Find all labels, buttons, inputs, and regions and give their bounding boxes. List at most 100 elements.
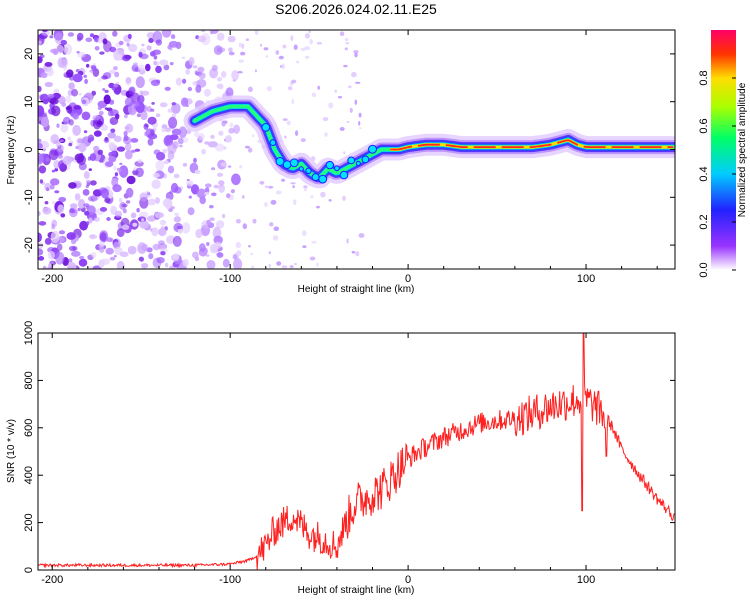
noise-speckle (91, 65, 97, 72)
noise-speckle (54, 190, 60, 194)
noise-speckle (205, 183, 212, 188)
noise-speckle (66, 232, 76, 240)
noise-speckle (167, 165, 175, 174)
noise-speckle (320, 191, 326, 198)
noise-speckle (106, 217, 111, 221)
noise-speckle (199, 243, 206, 252)
noise-speckle (93, 35, 99, 43)
snr-ytick-label: 600 (23, 419, 35, 437)
ridge-spot (339, 170, 349, 180)
noise-speckle (289, 265, 294, 269)
colorbar-tick-label: 0.2 (698, 214, 710, 229)
noise-speckle (58, 196, 67, 203)
noise-speckle (112, 30, 118, 37)
noise-speckle (130, 212, 137, 219)
noise-speckle (76, 37, 82, 42)
noise-speckle (185, 68, 190, 75)
ridge-spot (305, 167, 312, 175)
noise-speckle (49, 184, 55, 190)
noise-speckle (136, 208, 140, 213)
noise-speckle (42, 265, 47, 269)
noise-speckle (232, 253, 238, 260)
noise-speckle (127, 245, 137, 255)
noise-speckle (278, 55, 284, 60)
noise-speckle (293, 44, 298, 50)
noise-speckle (230, 189, 235, 194)
noise-speckle (194, 256, 200, 262)
noise-speckle (155, 39, 162, 46)
noise-speckle (60, 139, 64, 143)
noise-speckle (167, 108, 174, 113)
noise-speckle (151, 227, 159, 237)
noise-speckle (115, 81, 120, 85)
noise-speckle (151, 102, 155, 105)
noise-speckle (187, 207, 195, 216)
noise-speckle (153, 60, 157, 66)
noise-speckle (354, 52, 358, 58)
noise-speckle (118, 165, 129, 178)
noise-speckle (228, 127, 235, 134)
noise-speckle (159, 219, 167, 226)
noise-speckle (209, 205, 214, 209)
noise-speckle (266, 86, 272, 92)
noise-speckle (182, 137, 189, 143)
noise-speckle (101, 75, 108, 80)
ridge-spot (289, 158, 299, 168)
noise-speckle (293, 199, 297, 206)
noise-speckle (226, 134, 232, 139)
noise-speckle (108, 69, 116, 75)
ridge-spot (269, 139, 277, 147)
noise-speckle (38, 165, 47, 174)
noise-speckle (116, 146, 126, 152)
chart-title: S206.2026.024.02.11.E25 (275, 1, 437, 17)
snr-ytick-label: 200 (23, 513, 35, 531)
noise-speckle (68, 142, 73, 147)
spectrogram-ytick-label: -10 (23, 189, 35, 205)
noise-speckle (39, 179, 44, 184)
noise-speckle (40, 72, 48, 79)
noise-speckle (141, 243, 149, 251)
noise-speckle (148, 198, 156, 206)
noise-speckle (275, 50, 280, 55)
noise-speckle (69, 208, 75, 214)
noise-speckle (169, 190, 173, 194)
noise-speckle (147, 116, 157, 125)
noise-speckle (186, 180, 194, 187)
noise-speckle (233, 124, 241, 134)
noise-speckle (47, 266, 52, 269)
noise-speckle (164, 86, 171, 91)
noise-speckle (38, 248, 44, 256)
noise-speckle (124, 97, 134, 107)
noise-speckle (79, 220, 88, 231)
noise-speckle (324, 132, 328, 137)
noise-speckle (351, 71, 357, 78)
noise-speckle (231, 173, 241, 186)
noise-speckle (164, 127, 172, 132)
noise-speckle (164, 134, 174, 146)
noise-speckle (198, 72, 206, 80)
noise-speckle (304, 33, 310, 39)
noise-speckle (110, 209, 115, 215)
noise-speckle (123, 130, 128, 137)
noise-speckle (215, 220, 225, 229)
spectrogram-xtick-label: 0 (405, 273, 411, 285)
noise-speckle (155, 160, 165, 171)
noise-speckle (118, 198, 123, 203)
noise-speckle (284, 135, 287, 139)
noise-speckle (264, 185, 269, 189)
noise-speckle (46, 67, 54, 77)
noise-speckle (68, 182, 77, 189)
noise-speckle (97, 149, 104, 155)
noise-speckle (47, 93, 55, 98)
noise-speckle (158, 227, 167, 237)
noise-speckle (126, 175, 136, 185)
noise-speckle (181, 97, 189, 107)
noise-speckle (264, 201, 268, 208)
noise-speckle (172, 235, 182, 247)
spectrogram-xtick-label: -200 (41, 273, 63, 285)
noise-speckle (44, 237, 52, 245)
noise-speckle (162, 148, 168, 154)
